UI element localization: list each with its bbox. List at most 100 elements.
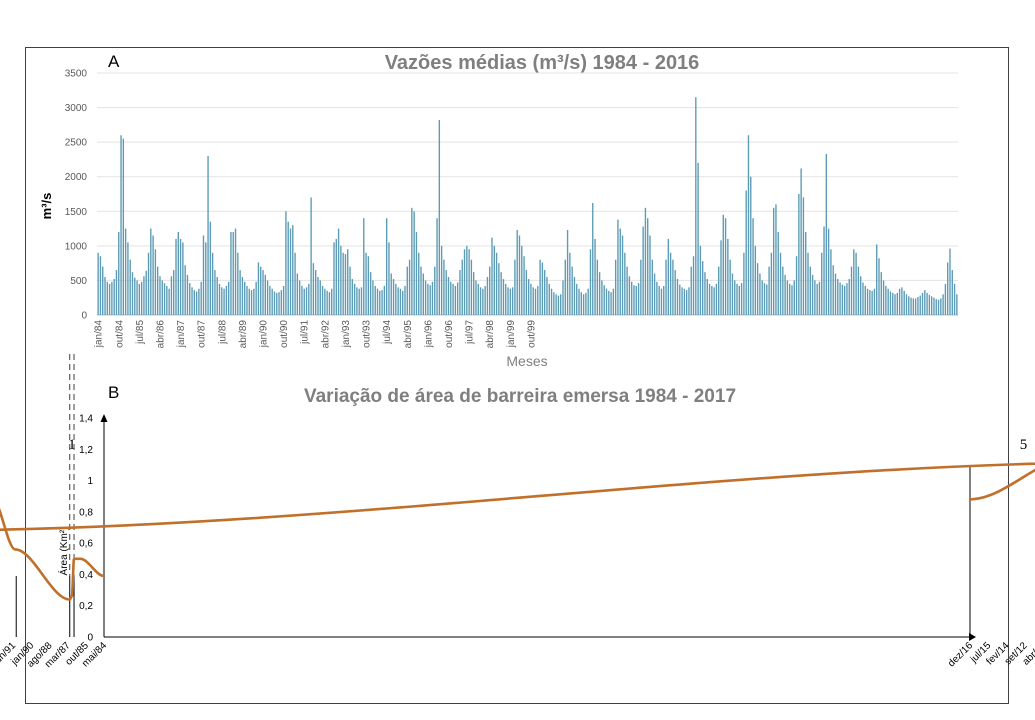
panel-a-bar — [933, 297, 935, 315]
panel-a-bar — [450, 281, 452, 315]
panel-a-y-tick-label: 0 — [81, 311, 87, 322]
panel-a-bar — [857, 266, 860, 315]
panel-a-bar — [406, 266, 408, 315]
panel-a-bar — [250, 290, 253, 315]
panel-a-bar — [372, 280, 374, 315]
panel-a-x-tick-label: out/84 — [114, 320, 125, 348]
panel-a-bar — [837, 279, 839, 315]
panel-a-bar — [301, 285, 303, 315]
panel-a-x-tick-label: out/93 — [362, 320, 373, 348]
panel-a-x-tick-label: out/87 — [197, 320, 208, 348]
panel-a-bar — [548, 283, 550, 315]
panel-a-bar — [507, 287, 509, 315]
panel-a-bar — [592, 202, 594, 315]
panel-a-bar — [367, 256, 370, 315]
panel-a-bar — [892, 292, 894, 315]
panel-b-axes — [100, 414, 976, 641]
panel-a-bar — [649, 235, 651, 315]
panel-a-bar — [724, 218, 727, 315]
panel-a-bar — [248, 288, 250, 315]
panel-a-bar — [624, 252, 626, 315]
panel-a-bar — [145, 270, 147, 315]
panel-a-bar — [729, 259, 731, 315]
panel-a-bar — [365, 252, 367, 315]
panel-a-y-tick-label: 2500 — [65, 138, 88, 149]
panel-a-letter: A — [108, 52, 120, 71]
panel-a-bar — [124, 228, 127, 315]
panel-a-bar — [605, 288, 608, 315]
panel-a-bar — [697, 162, 699, 315]
panel-a-bar — [239, 270, 241, 315]
panel-a-bar — [324, 288, 326, 315]
panel-a-bar — [642, 226, 644, 315]
panel-a-bar — [498, 263, 500, 315]
panel-a-bar — [207, 155, 209, 315]
panel-a-bar — [218, 283, 221, 315]
panel-a-bar — [926, 292, 928, 315]
panel-a-bar — [621, 235, 624, 315]
phase-labels: 12345 — [68, 437, 1027, 453]
panel-a-x-tick-label: abr/89 — [238, 320, 249, 349]
panel-a-bar — [873, 288, 876, 315]
panel-b-x-ticks: mai/84out/85mar/87ago/88jan/90jun/91nov/… — [0, 640, 1035, 670]
panel-a-bar — [843, 285, 846, 315]
panel-a-bar — [120, 135, 122, 315]
panel-a-bar — [340, 245, 342, 315]
panel-a-bar — [360, 287, 363, 315]
panel-a-bar — [633, 285, 635, 315]
panel-a-bar — [131, 272, 134, 315]
panel-a-bar — [308, 283, 310, 315]
panel-a-bar — [106, 281, 108, 315]
panel-a-bar — [768, 266, 770, 315]
panel-a-bar — [832, 265, 834, 315]
panel-a-bar — [928, 294, 931, 315]
panel-a-y-ticks: 0 500 1000 1500 2000 2500 3000 3500 — [65, 69, 88, 322]
panel-a-bar — [399, 288, 402, 315]
panel-a-bar — [903, 290, 905, 315]
panel-a-bar — [495, 252, 498, 315]
panel-a-bar — [674, 270, 676, 315]
panel-a-bar — [468, 249, 470, 315]
panel-a-bar — [447, 276, 450, 315]
panel-a-bar — [289, 228, 292, 315]
panel-a-bar — [759, 273, 761, 315]
panel-a-bar — [182, 242, 184, 315]
panel-a-x-tick-label: abr/92 — [320, 320, 331, 349]
panel-a-bar — [880, 272, 882, 315]
panel-a-bar — [298, 280, 301, 315]
panel-a-title: Vazões médias (m³/s) 1984 - 2016 — [385, 52, 700, 74]
panel-a-bar — [427, 283, 429, 315]
panel-a-x-tick-label: jan/99 — [506, 320, 517, 349]
panel-a-bar — [912, 298, 915, 315]
area-curve-path — [0, 462, 1035, 601]
panel-a-bar — [179, 238, 182, 315]
panel-a-bar — [280, 290, 283, 315]
panel-a-bar — [823, 226, 825, 315]
panel-a-bar — [864, 285, 866, 315]
panel-a-bar — [385, 218, 388, 315]
panel-a-bar — [594, 238, 596, 315]
panel-a-bar — [260, 266, 262, 315]
panel-a-bar — [589, 249, 592, 315]
panel-a-bar — [108, 283, 111, 315]
panel-a-x-tick-label: jul/94 — [382, 320, 393, 345]
panel-a-bar — [257, 262, 260, 315]
panel-a-bar — [834, 273, 837, 315]
panel-a-bar — [720, 240, 722, 315]
panel-a-bar — [163, 283, 166, 315]
panel-a-bar — [814, 280, 816, 315]
panel-a-bar — [97, 252, 99, 315]
panel-a-bar — [786, 280, 789, 315]
panel-b-title: Variação de área de barreira emersa 1984… — [304, 386, 736, 407]
panel-a-bar — [525, 270, 528, 315]
panel-a-bar — [312, 263, 315, 315]
panel-a-bar — [205, 242, 207, 315]
panel-a-bar — [821, 252, 823, 315]
panel-a-bar — [740, 283, 743, 315]
panel-a-bar — [530, 283, 532, 315]
panel-a-bar — [102, 266, 104, 315]
phase-connector-lines — [69, 354, 75, 576]
panel-a-bar — [663, 285, 665, 315]
panel-a-bar — [461, 259, 463, 315]
panel-a-bar — [113, 279, 115, 315]
